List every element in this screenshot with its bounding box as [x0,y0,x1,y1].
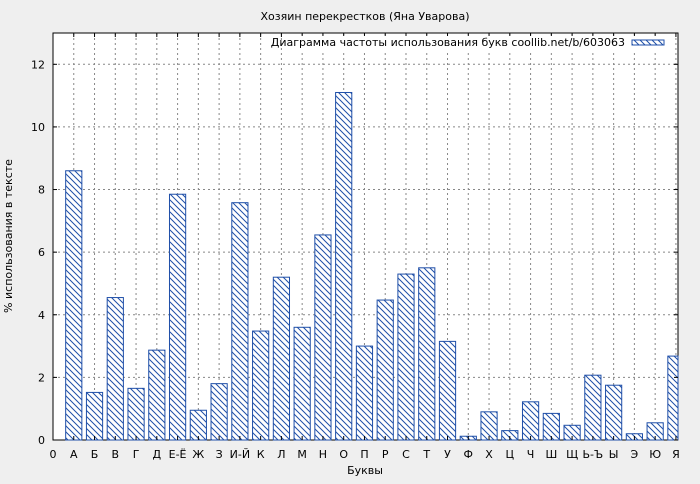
bar [521,401,540,441]
x-tick-label: Я [672,448,680,461]
y-tick-label: 12 [31,58,45,71]
y-tick-label: 10 [31,121,45,134]
x-tick-label: Е-Ё [169,448,187,461]
bar [584,374,602,441]
bar [65,170,83,441]
y-tick-label: 6 [38,246,45,259]
bar [293,326,311,441]
grid-lines [53,33,678,440]
bar [148,349,166,441]
y-tick-label: 4 [38,309,45,322]
x-tick-label: К [257,448,265,461]
bar [127,387,145,441]
bar [189,409,207,441]
x-tick-label: Э [631,448,639,461]
bar [85,391,104,441]
x-tick-label: Б [91,448,99,461]
x-tick-label: 0 [50,448,57,461]
x-tick-label: Ц [506,448,515,461]
bar [106,297,124,441]
x-tick-label: У [444,448,451,461]
x-tick-label: Ш [545,448,557,461]
bar [335,91,353,441]
bar [605,384,623,441]
x-tick-label: Ч [527,448,535,461]
x-tick-label: М [297,448,307,461]
x-tick-label: Ю [649,448,661,461]
y-axis-label: % использования в тексте [2,159,15,313]
x-axis-label: Буквы [347,464,383,477]
x-tick-label: Ь-Ъ [583,448,604,461]
x-tick-label: Ж [192,448,204,461]
x-tick-label: Р [382,448,389,461]
legend-label: Диаграмма частоты использования букв coo… [271,36,625,49]
x-tick-label: В [112,448,120,461]
x-tick-label: А [70,448,78,461]
x-tick-label: Г [133,448,140,461]
bar [314,234,332,441]
bar [272,276,291,441]
bar [667,355,679,441]
x-tick-label: Х [485,448,493,461]
x-tick-label: Ы [609,448,619,461]
bar [210,383,228,441]
x-tick-label: П [360,448,368,461]
y-tick-label: 8 [38,184,45,197]
bar [418,267,436,441]
bar [397,273,415,441]
chart-title: Хозяин перекрестков (Яна Уварова) [261,10,470,23]
x-tick-label: Н [319,448,327,461]
y-tick-label: 0 [38,434,45,447]
x-tick-label: Д [153,448,162,461]
bars [65,91,679,441]
x-tick-label: Щ [566,448,578,461]
bar [252,330,270,441]
x-tick-label: Л [277,448,285,461]
x-tick-label: Т [422,448,430,461]
bar [355,345,374,441]
bar [168,193,187,441]
bar [438,340,457,441]
legend-box [284,36,674,50]
bar [376,299,394,441]
x-tick-label: О [339,448,348,461]
x-tick-label: З [216,448,223,461]
y-tick-label: 2 [38,371,45,384]
bar [231,202,249,441]
legend-swatch [631,39,665,46]
x-tick-label: Ф [464,448,473,461]
x-tick-label: С [402,448,410,461]
legend: Диаграмма частоты использования букв coo… [271,36,674,50]
bar [480,411,498,441]
x-tick-label: И-Й [230,448,250,461]
